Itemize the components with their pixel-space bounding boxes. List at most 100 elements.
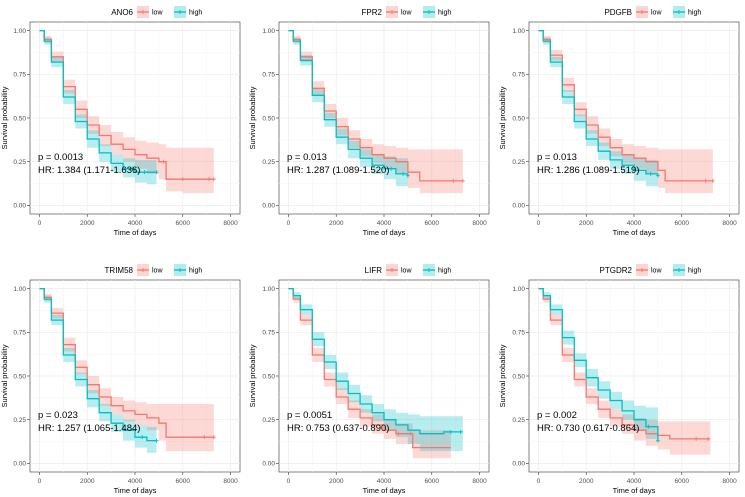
- y-tick-label: 1.00: [512, 286, 525, 293]
- censor-mark-high: [648, 171, 653, 176]
- censor-mark-high: [154, 438, 159, 443]
- legend-key-mark-high: [427, 10, 431, 14]
- x-tick-label: 4000: [128, 478, 143, 485]
- y-tick-label: 1.00: [512, 28, 525, 35]
- y-tick-label: 0.50: [13, 115, 26, 122]
- ci-band-low: [288, 288, 451, 459]
- x-tick-label: 8000: [223, 220, 238, 227]
- y-tick-label: 0.00: [512, 461, 525, 468]
- km-panel-trim58: p = 0.023 HR: 1.257 (1.065-1.484) 0 2000 400…: [0, 264, 241, 495]
- x-tick-label: 8000: [472, 478, 487, 485]
- km-panel-pdgfb: p = 0.013 HR: 1.286 (1.089-1.519) 0 2000 400…: [498, 6, 740, 237]
- p-value-label: p = 0.013: [287, 152, 327, 163]
- x-tick-label: 4000: [627, 220, 642, 227]
- y-tick-label: 1.00: [13, 286, 26, 293]
- y-tick-label: 0.00: [13, 203, 26, 210]
- censor-mark-low: [161, 159, 166, 164]
- y-tick-label: 0.25: [512, 417, 525, 424]
- legend-key-mark-high: [677, 268, 681, 272]
- gene-title: PDGFB: [604, 8, 632, 17]
- censor-mark-low: [706, 436, 711, 441]
- gene-title: TRIM58: [105, 266, 134, 275]
- km-panel-lifr: p = 0.0051 HR: 0.753 (0.637-0.890) 0 2000 40…: [248, 264, 490, 495]
- hazard-ratio-label: HR: 1.287 (1.089-1.520): [287, 165, 389, 176]
- censor-mark-low: [211, 177, 216, 182]
- x-tick-label: 6000: [675, 220, 690, 227]
- legend-label-high: high: [688, 268, 701, 275]
- survival-line-high: [288, 29, 409, 176]
- y-tick-label: 0.75: [512, 72, 525, 79]
- y-tick-label: 0.00: [512, 203, 525, 210]
- ci-band-low: [538, 288, 711, 455]
- censor-mark-high: [405, 173, 410, 178]
- x-tick-label: 8000: [722, 478, 737, 485]
- legend-key-mark-high: [178, 268, 182, 272]
- hazard-ratio-label: HR: 1.384 (1.171-1.636): [38, 165, 140, 176]
- censor-mark-low: [180, 177, 185, 182]
- y-axis-title: Survival probability: [248, 344, 257, 407]
- x-tick-label: 2000: [579, 478, 594, 485]
- censor-mark-low: [460, 178, 465, 183]
- y-tick-label: 0.00: [13, 461, 26, 468]
- x-tick-label: 2000: [80, 478, 95, 485]
- hazard-ratio-label: HR: 1.286 (1.089-1.519): [537, 165, 639, 176]
- y-tick-label: 0.50: [512, 115, 525, 122]
- legend-label-high: high: [438, 10, 451, 17]
- legend-key-mark-high: [677, 10, 681, 14]
- censor-mark-low: [451, 178, 456, 183]
- gene-title: FPR2: [362, 8, 383, 17]
- legend-label-high: high: [438, 268, 451, 275]
- survival-line-low: [39, 287, 214, 438]
- y-tick-label: 0.75: [512, 330, 525, 337]
- x-tick-label: 8000: [722, 220, 737, 227]
- gridlines: [30, 22, 240, 214]
- y-tick-label: 0.00: [262, 461, 275, 468]
- p-value-label: p = 0.023: [38, 410, 78, 421]
- x-axis-title: Time of days: [363, 228, 406, 237]
- y-tick-label: 0.75: [262, 72, 275, 79]
- p-value-label: p = 0.0051: [287, 410, 332, 421]
- y-axis-title: Survival probability: [498, 86, 507, 149]
- p-value-label: p = 0.0013: [38, 152, 83, 163]
- survival-line-low: [538, 29, 713, 182]
- km-panel-ano6: p = 0.0013 HR: 1.384 (1.171-1.636) 0 2000 40…: [0, 6, 241, 237]
- x-tick-label: 4000: [377, 220, 392, 227]
- legend-key-mark-low: [390, 10, 394, 14]
- censor-mark-low: [207, 177, 212, 182]
- legend-key-mark-low: [640, 268, 644, 272]
- gene-title: ANO6: [111, 8, 133, 17]
- hazard-ratio-label: HR: 0.753 (0.637-0.890): [287, 423, 389, 434]
- gene-title: LIFR: [365, 266, 383, 275]
- x-tick-label: 4000: [627, 478, 642, 485]
- censor-mark-low: [202, 435, 207, 440]
- legend-label-low: low: [401, 10, 412, 17]
- survival-line-low: [288, 287, 451, 449]
- censor-mark-high: [655, 438, 660, 443]
- x-tick-label: 0: [287, 220, 291, 227]
- hazard-ratio-label: HR: 1.257 (1.065-1.484): [38, 423, 140, 434]
- censor-mark-high: [140, 435, 145, 440]
- p-value-label: p = 0.002: [537, 410, 577, 421]
- ci-band-low: [39, 288, 214, 452]
- legend-label-low: low: [651, 268, 662, 275]
- x-tick-label: 0: [38, 478, 42, 485]
- censor-mark-low: [710, 178, 715, 183]
- x-axis-title: Time of days: [114, 228, 157, 237]
- legend-label-high: high: [189, 10, 202, 17]
- ci-band-high: [39, 288, 157, 453]
- y-tick-label: 0.50: [262, 373, 275, 380]
- censor-mark-high: [142, 170, 147, 175]
- y-axis-title: Survival probability: [498, 344, 507, 407]
- survival-line-low: [288, 29, 463, 182]
- hazard-ratio-label: HR: 0.730 (0.617-0.864): [537, 423, 639, 434]
- y-tick-label: 0.00: [262, 203, 275, 210]
- y-tick-label: 0.50: [512, 373, 525, 380]
- x-axis-title: Time of days: [114, 486, 157, 495]
- censor-mark-high: [636, 168, 641, 173]
- x-axis-title: Time of days: [613, 228, 656, 237]
- legend-label-high: high: [189, 268, 202, 275]
- y-tick-label: 1.00: [262, 286, 275, 293]
- x-tick-label: 0: [38, 220, 42, 227]
- x-tick-label: 0: [287, 478, 291, 485]
